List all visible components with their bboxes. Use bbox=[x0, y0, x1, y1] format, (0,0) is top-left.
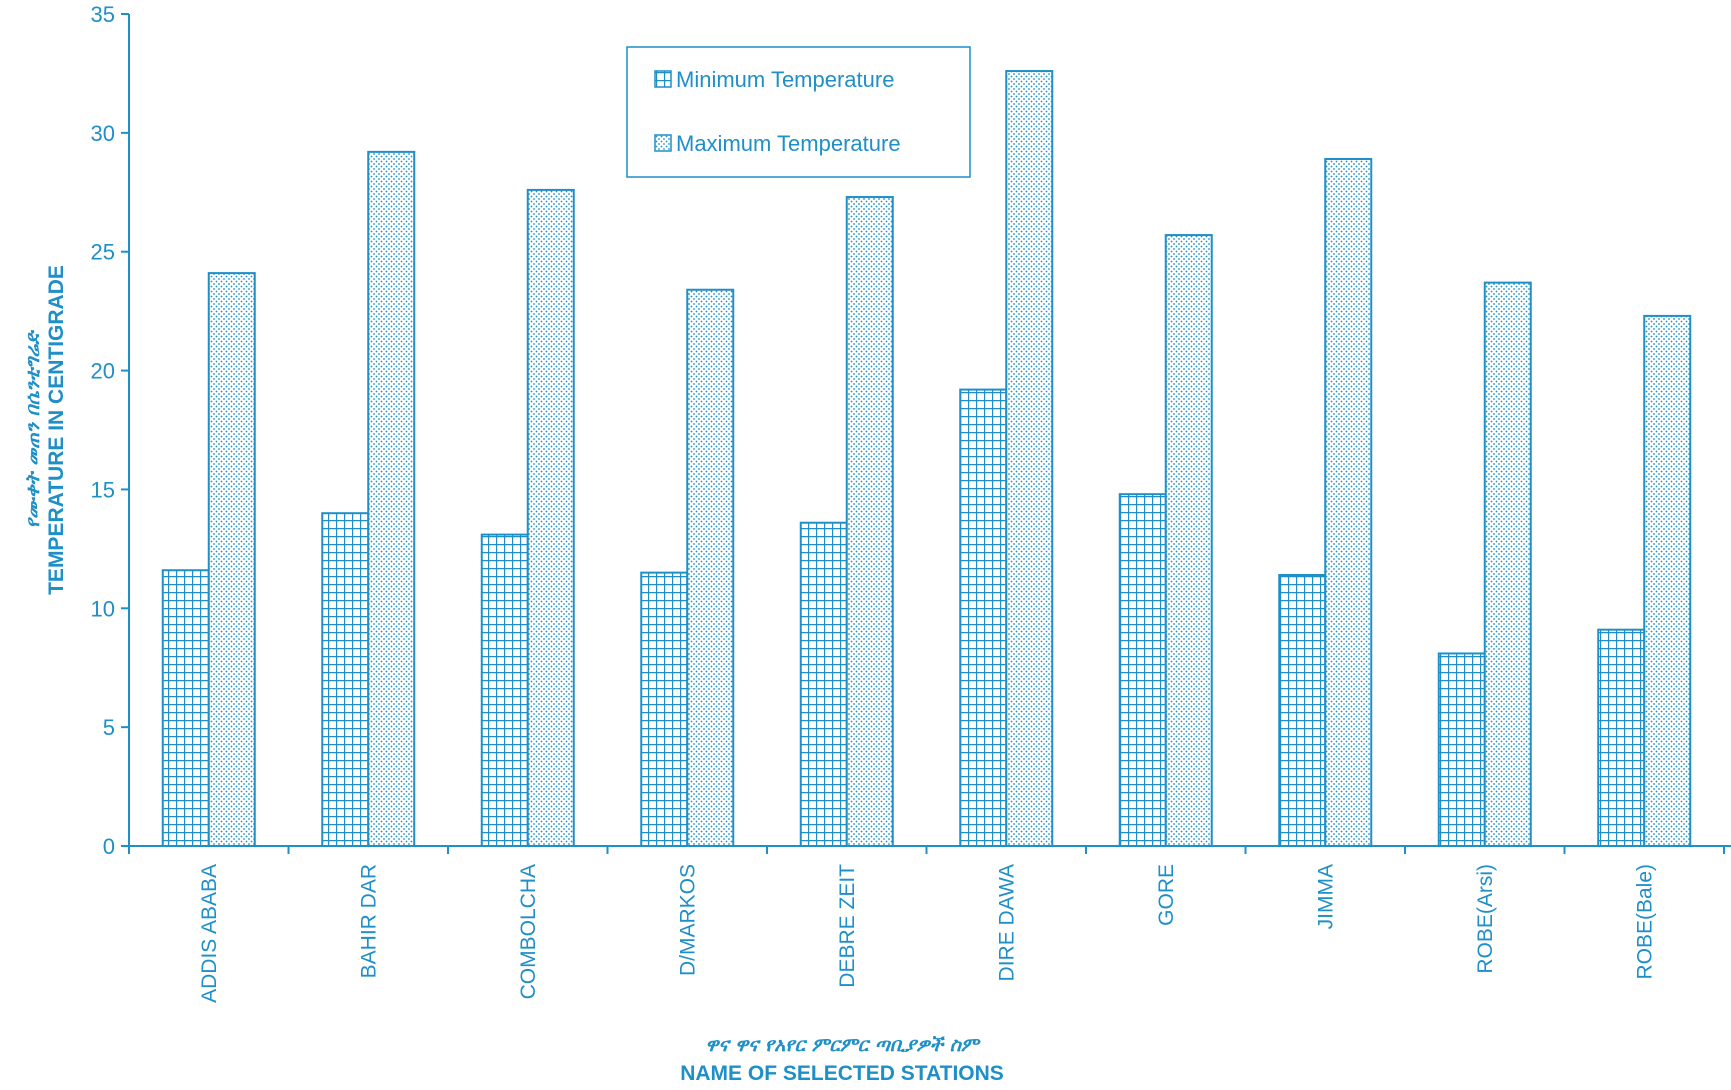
y-tick-label: 0 bbox=[103, 834, 115, 859]
y-ticks: 0 5 10 15 20 25 30 35 bbox=[91, 2, 129, 859]
legend-min-label: Minimum Temperature bbox=[676, 67, 894, 92]
y-tick-label: 5 bbox=[103, 715, 115, 740]
bar-minimum-3 bbox=[640, 571, 689, 848]
bar-maximum-3 bbox=[686, 288, 735, 847]
category-label: DIRE DAWA bbox=[995, 864, 1018, 981]
x-axis-title-amharic: ዋና ዋና የአየር ምርምር ጣቢያዎች ስም bbox=[705, 1034, 980, 1056]
legend-max-swatch bbox=[654, 134, 672, 152]
category-label: DEBRE ZEIT bbox=[836, 864, 859, 988]
category-label: BAHIR DAR bbox=[357, 864, 380, 978]
y-tick-label: 10 bbox=[91, 596, 115, 621]
bar-maximum-0 bbox=[207, 272, 256, 847]
category-label: GORE bbox=[1155, 864, 1178, 926]
category-label: D/MARKOS bbox=[676, 864, 699, 976]
y-tick-label: 20 bbox=[91, 359, 115, 384]
legend-max-label: Maximum Temperature bbox=[676, 131, 901, 156]
x-ticks bbox=[128, 846, 1725, 854]
bar-minimum-8 bbox=[1437, 652, 1486, 847]
category-label: ROBE(Arsi) bbox=[1474, 864, 1497, 974]
category-label: COMBOLCHA bbox=[517, 864, 540, 999]
bar-maximum-9 bbox=[1643, 314, 1692, 847]
bar-maximum-5 bbox=[1005, 70, 1054, 847]
bar-maximum-2 bbox=[526, 188, 575, 847]
category-label: JIMMA bbox=[1314, 864, 1337, 929]
category-label: ADDIS ABABA bbox=[198, 864, 221, 1003]
bar-maximum-1 bbox=[367, 150, 416, 848]
bars bbox=[161, 70, 1692, 848]
category-label: ROBE(Bale) bbox=[1633, 864, 1656, 980]
bar-maximum-7 bbox=[1324, 158, 1373, 847]
bar-minimum-1 bbox=[321, 512, 370, 847]
legend-box bbox=[626, 46, 971, 178]
bar-minimum-0 bbox=[161, 569, 210, 847]
bar-minimum-4 bbox=[799, 521, 848, 847]
bar-minimum-6 bbox=[1118, 493, 1167, 847]
bar-minimum-7 bbox=[1278, 574, 1327, 848]
y-axis-title-amharic: የሙቀት መጠን በሴንቲግሬድ bbox=[22, 330, 44, 529]
legend: Minimum Temperature Maximum Temperature bbox=[626, 46, 971, 178]
bar-maximum-6 bbox=[1164, 234, 1213, 847]
bar-maximum-4 bbox=[845, 196, 894, 848]
y-tick-label: 30 bbox=[91, 121, 115, 146]
y-axis-title-english: TEMPERATURE IN CENTIGRADE bbox=[45, 265, 68, 595]
bar-minimum-5 bbox=[959, 388, 1008, 847]
bar-maximum-8 bbox=[1483, 281, 1532, 848]
x-axis-title-english: NAME OF SELECTED STATIONS bbox=[680, 1062, 1004, 1085]
y-tick-label: 15 bbox=[91, 477, 115, 502]
y-tick-label: 35 bbox=[91, 2, 115, 27]
y-tick-label: 25 bbox=[91, 240, 115, 265]
category-labels: ADDIS ABABA BAHIR DAR COMBOLCHA D/MARKOS DEB… bbox=[198, 864, 1657, 1003]
bar-minimum-2 bbox=[480, 533, 529, 847]
y-axis-title: የሙቀት መጠን በሴንቲግሬድ TEMPERATURE IN CENTIGRA… bbox=[22, 265, 68, 595]
bar-minimum-9 bbox=[1597, 628, 1646, 847]
legend-min-swatch bbox=[654, 70, 672, 88]
x-axis-title: ዋና ዋና የአየር ምርምር ጣቢያዎች ስም NAME OF SELECTE… bbox=[680, 1034, 1004, 1085]
